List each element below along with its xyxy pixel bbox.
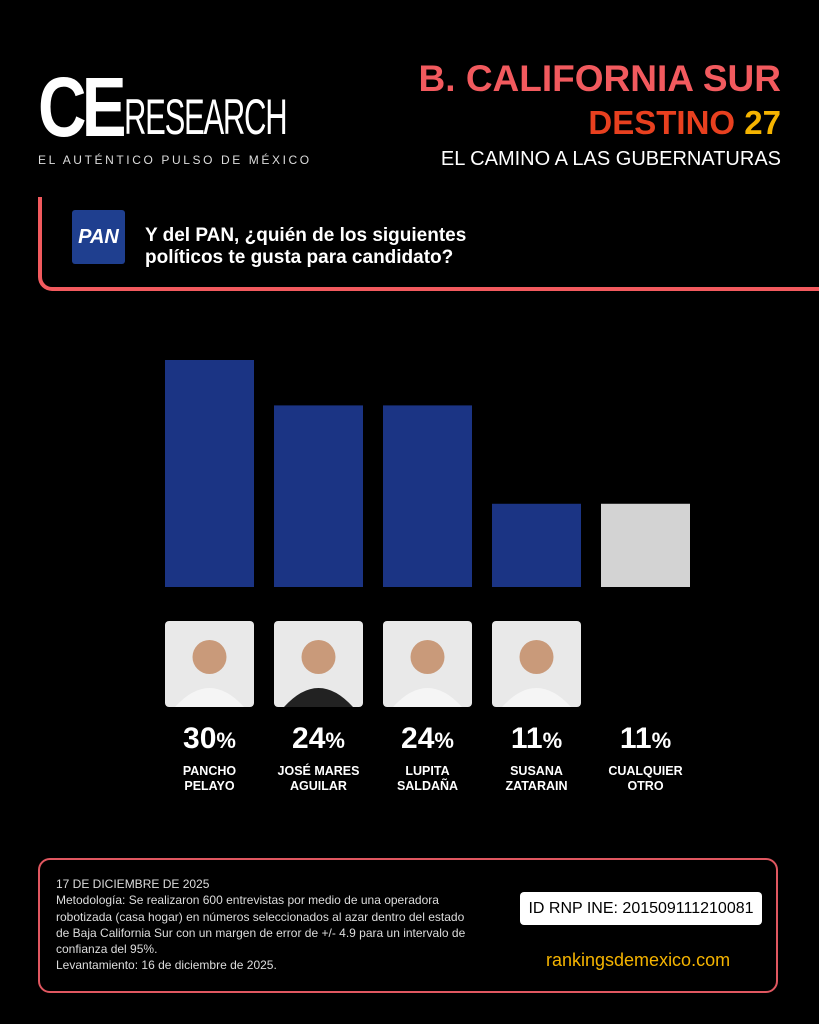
name-line-2: AGUILAR (290, 779, 347, 793)
pan-logo-icon: PAN (72, 210, 125, 264)
percent-unit: % (216, 728, 236, 753)
percent-unit: % (325, 728, 345, 753)
logo-research: RESEARCH (124, 89, 288, 145)
name-line-1: LUPITA (405, 764, 450, 778)
question-text: Y del PAN, ¿quién de los siguientes polí… (145, 225, 467, 268)
name-line-1: JOSÉ MARES (277, 764, 360, 778)
question-frame (38, 197, 819, 291)
destino-number: 27 (744, 104, 781, 141)
state-title: B. CALIFORNIA SUR (418, 58, 781, 99)
candidate-photo (492, 621, 581, 707)
candidate-name: JOSÉ MARES AGUILAR (264, 764, 373, 794)
tagline: EL AUTÉNTICO PULSO DE MÉXICO (38, 153, 312, 167)
name-line-2: OTRO (627, 779, 664, 793)
methodology-block: 17 DE DICIEMBRE DE 2025 Metodología: Se … (56, 876, 476, 974)
name-line-1: PANCHO (182, 764, 237, 778)
candidate-photo (383, 621, 472, 707)
candidate-name: CUALQUIER OTRO (591, 764, 700, 794)
percent-unit: % (651, 728, 672, 753)
percent-label: 24% (264, 722, 373, 756)
bar-3 (492, 503, 581, 587)
percent-unit: % (434, 728, 454, 753)
ce-research-logo: CE RESEARCH (38, 65, 386, 149)
methodology-text: Metodología: Se realizaron 600 entrevist… (56, 893, 466, 957)
percent-unit: % (542, 728, 563, 753)
candidate-name: PANCHO PELAYO (155, 764, 264, 794)
percent-label: 11% (482, 722, 591, 756)
subtitle: EL CAMINO A LAS GUBERNATURAS (440, 148, 781, 170)
rnp-id-badge: ID RNP INE: 201509111210081 (520, 892, 762, 925)
survey-date: 17 DE DICIEMBRE DE 2025 (56, 877, 210, 891)
name-line-1: SUSANA (510, 764, 563, 778)
name-line-2: ZATARAIN (505, 779, 568, 793)
percent-label: 11% (591, 722, 700, 756)
name-line-1: CUALQUIER (608, 764, 683, 778)
website-link[interactable]: rankingsdemexico.com (546, 950, 731, 970)
bar-0 (165, 360, 254, 587)
percent-label: 30% (155, 722, 264, 756)
footer-frame (38, 858, 778, 993)
percent-value: 24 (401, 722, 435, 755)
percent-value: 11 (510, 722, 543, 755)
name-line-2: PELAYO (184, 779, 235, 793)
candidate-photo (274, 621, 363, 707)
candidate-photo (165, 621, 254, 707)
percent-value: 30 (183, 722, 217, 755)
name-line-2: SALDAÑA (396, 779, 459, 793)
destino-title: DESTINO 27 (588, 104, 781, 142)
candidate-name: LUPITA SALDAÑA (373, 764, 482, 794)
bar-1 (274, 405, 363, 587)
candidate-name: SUSANA ZATARAIN (482, 764, 591, 794)
percent-label: 24% (373, 722, 482, 756)
percent-value: 24 (292, 722, 326, 755)
destino-label: DESTINO (588, 104, 736, 141)
percent-value: 11 (619, 722, 652, 755)
bar-4 (601, 503, 690, 587)
bar-2 (383, 405, 472, 587)
fieldwork-text: Levantamiento: 16 de diciembre de 2025. (56, 958, 277, 973)
